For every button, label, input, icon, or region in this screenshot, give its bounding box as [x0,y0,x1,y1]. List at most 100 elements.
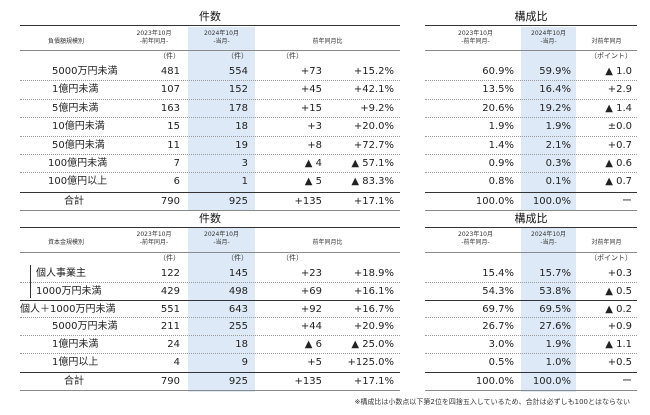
header-ratio-prev: 2023年10月 -前年同月- [458,30,493,45]
row-label: 5000万円未満 [52,66,118,77]
ratio-prev: 20.6% [482,102,514,114]
ratio-section-rule [425,25,637,26]
curr-count: 18 [235,339,248,351]
diff-count: +5 [307,357,322,368]
ratio-diff: +0.7 [607,139,632,151]
table-row: 個人事業主 122 145 +23 +18.9% 15.4% 15.7% +0.3 [0,265,650,282]
row-label: 1億円未満 [52,84,99,96]
ratio-prev: 26.7% [482,321,514,333]
diff-pct: +125.0% [347,357,394,368]
row-label: 100億円以上 [48,176,108,188]
curr-count: 18 [235,121,248,133]
current-month-highlight [188,27,255,211]
ratio-prev: 54.3% [482,285,514,297]
ratio-prev: 3.0% [488,339,514,351]
table-row: 5億円未満 163 178 +15 +9.2% 20.6% 19.2% ▲ 1.4 [0,100,650,117]
header-ratio-curr: 2024年10月 -当月- [531,30,566,45]
row-divider [20,117,400,119]
table-row: 1000万円未満 429 498 +69 +16.1% 54.3% 53.8% ▲ 0.5 [0,283,650,300]
row-divider [20,353,400,354]
ratio-curr: 2.1% [545,139,571,151]
prev-count: 6 [173,176,180,188]
diff-count: +45 [300,84,322,96]
prev-count: 429 [160,285,180,297]
diff-count: +92 [300,303,322,315]
ratio-prev: 13.5% [482,84,514,96]
row-divider [425,98,637,100]
curr-count: 498 [228,285,248,297]
prev-count: 163 [160,102,180,114]
total-label-2: 合計 [64,376,84,387]
total-rule-ratio-2 [425,372,637,373]
ratio-curr: 69.5% [539,303,571,315]
diff-count: +23 [300,268,322,279]
row-divider [20,172,400,174]
row-divider [20,98,400,100]
ratio-section-rule-2 [425,227,637,228]
ratio-prev: 0.5% [488,357,514,368]
row-divider [425,135,637,137]
row-label: 1億円未満 [52,339,99,351]
ratio-diff: ▲ 0.7 [605,176,632,188]
curr-count: 3 [241,158,248,169]
table-row: 5000万円未満 211 255 +44 +20.9% 26.7% 27.6% +0.9 [0,318,650,335]
row-label: 5000万円未満 [52,321,118,333]
header-prev-2: 2023年10月 -前年同月- [136,231,172,246]
row-label: 個人＋1000万円未満 [20,303,116,315]
row-label: 1億円以上 [52,357,99,368]
diff-count: +15 [300,102,322,114]
diff-count: ▲ 4 [304,158,322,169]
ratio-curr: 1.9% [545,121,571,133]
diff-count: ▲ 5 [304,176,322,188]
row-divider [425,353,637,354]
row-divider [425,317,637,319]
ratio-curr: 19.2% [539,102,571,114]
table-row: 1億円以上 4 9 +5 +125.0% 0.5% 1.0% +0.5 [0,354,650,371]
diff-pct: +42.1% [353,84,394,96]
units-row-2: （件） （件） （件） （ポイント） [159,254,632,262]
count-section-rule-2 [20,227,400,228]
row-divider [425,335,637,337]
ratio-prev: 1.9% [488,121,514,133]
diff-pct: +18.9% [353,268,394,279]
current-month-ratio-highlight [521,27,576,211]
current-month-ratio-highlight-2 [521,228,576,392]
ratio-section-title: 構成比 [514,10,548,23]
ratio-section-title-2: 構成比 [514,212,548,225]
curr-count: 145 [228,268,248,279]
header-label: 負債額規模別 [48,38,85,45]
row-divider [425,117,637,119]
diff-count: ▲ 6 [304,339,322,351]
ratio-diff: ▲ 1.0 [605,66,632,77]
curr-count: 1 [241,176,248,188]
prev-count: 481 [160,66,180,77]
header-rule-2 [20,252,400,253]
diff-pct: ▲ 25.0% [351,339,394,351]
row-divider [20,335,400,337]
current-month-highlight-2 [188,228,255,392]
header-ratio-prev-2: 2023年10月 -前年同月- [458,231,493,246]
total-rule-ratio [425,192,637,193]
diff-count: +3 [307,121,322,133]
bottom-rule-ratio [425,210,637,211]
row-divider [425,80,637,82]
prev-count: 24 [167,339,180,351]
bottom-rule-2 [20,390,400,391]
row-divider [425,299,637,301]
ratio-diff: ▲ 0.5 [605,285,632,297]
count-section-title-2: 件数 [199,212,221,225]
curr-count: 554 [228,66,248,77]
diff-count: +73 [300,66,322,77]
prev-count: 15 [167,121,180,133]
row-label: 100億円未満 [48,158,108,169]
row-label: 10億円未満 [52,121,105,133]
curr-count: 255 [228,321,248,333]
ratio-curr: 59.9% [539,66,571,77]
prev-count: 4 [173,357,180,368]
curr-count: 152 [228,84,248,96]
ratio-curr: 53.8% [539,285,571,297]
table-row: 100億円以上 6 1 ▲ 5 ▲ 83.3% 0.8% 0.1% ▲ 0.7 [0,173,650,190]
total-label: 合計 [64,196,84,207]
ratio-diff: ▲ 0.6 [605,158,632,169]
ratio-diff: ▲ 0.2 [605,303,632,315]
